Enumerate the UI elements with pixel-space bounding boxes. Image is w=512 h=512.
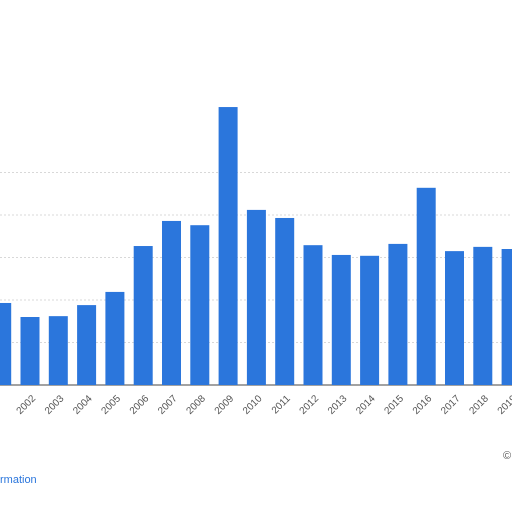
bar xyxy=(416,187,436,385)
bar xyxy=(105,291,125,385)
x-tick-label: 2018 xyxy=(467,393,491,417)
bar xyxy=(360,255,380,385)
x-tick-label: 2004 xyxy=(71,393,95,417)
bar xyxy=(218,107,238,386)
x-tick-label: 2009 xyxy=(213,393,237,417)
x-tick-label: 2006 xyxy=(128,393,152,417)
x-tick-label: 2019 xyxy=(496,393,512,417)
x-tick-label: 2003 xyxy=(43,393,67,417)
bar xyxy=(501,249,512,385)
bar xyxy=(331,254,351,385)
bar xyxy=(275,217,295,385)
bar xyxy=(133,246,153,385)
bar xyxy=(0,302,12,385)
copyright[interactable]: © xyxy=(503,450,511,462)
bar xyxy=(246,209,266,385)
x-tick-label: 2011 xyxy=(270,393,293,416)
bar xyxy=(190,225,210,385)
bar xyxy=(48,316,68,385)
x-tick-label: 2017 xyxy=(439,393,463,417)
bar xyxy=(303,245,323,385)
more-info-link[interactable]: rmation xyxy=(0,474,37,486)
bar xyxy=(20,317,40,385)
x-tick-label: 2005 xyxy=(100,393,124,417)
bar xyxy=(388,243,408,385)
x-tick-label: 2014 xyxy=(354,393,378,417)
x-tick-label: 2016 xyxy=(411,393,435,417)
bar xyxy=(473,246,493,385)
x-tick-label: 2010 xyxy=(241,393,265,417)
bar xyxy=(77,305,97,385)
x-tick-label: 2013 xyxy=(326,393,350,417)
bar xyxy=(445,251,464,385)
x-tick-label: 2008 xyxy=(184,393,208,417)
x-tick-label: 2012 xyxy=(298,393,322,417)
x-tick-label: 2007 xyxy=(156,393,180,417)
x-tick-label: 2002 xyxy=(15,393,39,417)
bar xyxy=(162,220,181,385)
x-tick-label: 2015 xyxy=(383,393,407,417)
